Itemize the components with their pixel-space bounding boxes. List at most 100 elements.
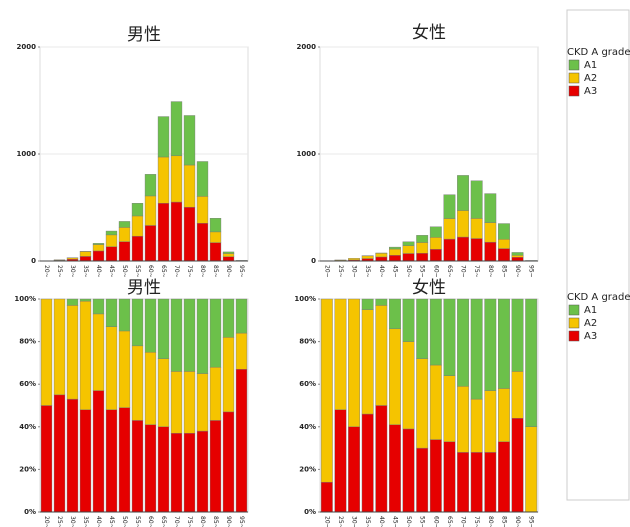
bar-segment [484,193,497,223]
x-tick-label: 40~ [95,265,102,278]
legend-swatch [568,317,580,329]
x-tick-label: 30~ [69,516,76,527]
bar-segment [470,238,483,262]
x-tick-label: 70~ [460,516,467,527]
bar-segment [79,300,92,410]
bar-segment [105,234,118,247]
y-tick-label: 80% [299,338,316,346]
x-tick-label: 50~ [405,265,412,278]
bar-segment [157,358,170,428]
bar-segment [375,256,388,262]
bar-segment [105,230,118,236]
bar-segment [222,411,235,513]
bar-segment [498,298,510,389]
x-tick-label: 20~ [43,265,50,278]
bar-segment [157,426,170,513]
bar-segment [131,203,144,217]
chart-title: 男性 [127,25,161,45]
x-tick-label: 70~ [173,516,180,527]
bar-segment [511,298,524,372]
bar-segment [79,298,92,302]
bar-segment [53,259,66,261]
bar-segment [170,432,183,513]
bar-segment [511,255,524,258]
x-tick-label: 55~ [134,516,141,527]
bar-segment [361,309,374,415]
x-tick-label: 85~ [500,516,507,527]
legend-swatch [568,304,580,316]
legend-swatch [568,59,580,71]
bar-segment [416,358,429,449]
chart-title: 男性 [127,278,161,298]
x-tick-label: 95~ [238,265,245,278]
x-tick-label: 20~ [323,265,330,278]
bar-segment [183,298,196,372]
x-tick-label: 75~ [186,265,193,278]
x-tick-label: 75~ [473,516,480,527]
bar-segment [118,407,131,513]
x-tick-label: 45~ [108,516,115,527]
bar-segment [131,345,144,421]
x-tick-label: 25~ [337,265,344,278]
chart-title: 女性 [412,23,446,43]
bar-segment [222,253,235,257]
x-tick-label: 95~ [528,265,535,278]
bar-segment [334,298,347,410]
bar-segment [416,235,429,243]
bar-segment [131,298,144,347]
bar-segment [470,298,483,400]
bar-segment [498,239,510,249]
legend-swatch [568,330,580,342]
bar-segment [484,222,497,243]
bar-segment [209,420,222,513]
bar-segment [443,441,456,513]
legend-label: A1 [584,305,597,316]
legend-title: CKD A grade [567,292,630,303]
y-tick-label: 40% [19,423,36,431]
bar-segment [389,298,401,330]
legend-label: A2 [584,318,597,329]
legend-panel [566,9,630,501]
bar-segment [170,371,183,434]
bar-segment [375,252,388,258]
bar-segment [131,215,144,237]
x-tick-label: 40~ [378,516,385,527]
bar-segment [170,298,183,372]
x-tick-label: 30~ [351,265,358,278]
x-tick-label: 50~ [121,516,128,527]
x-tick-label: 55~ [419,265,426,278]
x-tick-label: 60~ [147,265,154,278]
bar-segment [170,155,183,203]
x-tick-label: 90~ [225,516,232,527]
bar-segment [183,115,196,166]
bar-segment [389,328,401,425]
bar-segment [79,409,92,513]
bar-segment [511,371,524,419]
bar-segment [235,369,248,513]
bar-segment [183,371,196,434]
bar-segment [416,242,429,254]
bar-segment [457,386,469,453]
x-tick-label: 65~ [160,265,167,278]
bar-segment [429,439,442,513]
y-tick-label: 0 [31,257,36,265]
bar-segment [443,238,456,262]
bar-segment [429,249,442,262]
bar-segment [118,227,131,242]
x-tick-label: 65~ [160,516,167,527]
bar-segment [484,390,497,453]
y-tick-label: 80% [19,338,36,346]
bar-segment [118,330,131,408]
bar-segment [183,206,196,262]
bar-segment [79,256,92,262]
bar-segment [334,259,347,261]
bar-segment [157,203,170,262]
bar-segment [92,390,105,513]
y-tick-label: 1000 [17,150,37,158]
bar-segment [443,298,456,376]
x-tick-label: 80~ [199,265,206,278]
bar-segment [196,298,209,374]
bar-segment [170,201,183,262]
bar-segment [196,161,209,197]
bar-segment [457,210,469,238]
